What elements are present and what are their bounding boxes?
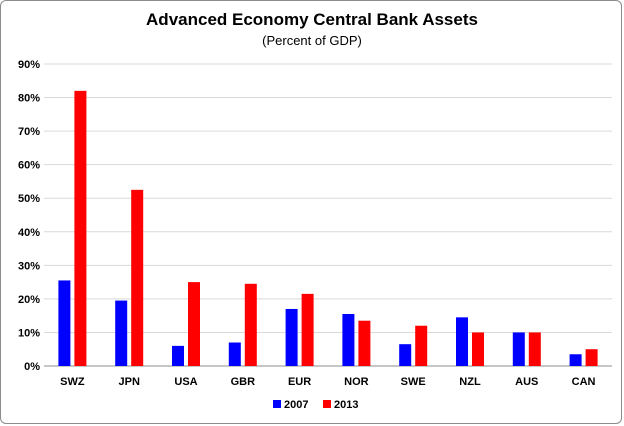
x-tick-label: NZL (459, 376, 481, 388)
legend: 2007 2013 (273, 399, 358, 411)
bar-2007-gbr (228, 342, 241, 366)
bar-2013-jpn (131, 189, 144, 366)
x-tick-label: SWZ (60, 376, 85, 388)
bar-2013-usa (188, 282, 200, 366)
y-tick-label: 30% (18, 260, 40, 272)
bar-2007-can (569, 354, 582, 366)
legend-swatch (273, 400, 281, 408)
legend-swatch (323, 400, 331, 408)
y-tick-label: 90% (18, 59, 40, 71)
x-tick-label: GBR (231, 376, 256, 388)
bar-2013-can (585, 349, 598, 366)
y-axis: 0% 10% 20% 30% 40% 50% 60% 70% 80% 90% (18, 59, 40, 373)
bar-2007-swe (399, 344, 412, 366)
chart-title: Advanced Economy Central Bank Assets (146, 10, 478, 29)
bar-2013-aus (528, 332, 541, 366)
y-tick-label: 20% (18, 294, 40, 306)
bar-2013-gbr (244, 283, 257, 366)
bar-2013-nzl (472, 332, 484, 366)
bar-2007-eur (285, 308, 298, 366)
x-tick-label: JPN (118, 376, 139, 388)
bar-2013-eur (301, 293, 314, 366)
chart-subtitle: (Percent of GDP) (262, 33, 362, 48)
bars (58, 90, 598, 366)
bar-2013-swz (74, 90, 87, 366)
legend-label: 2007 (284, 399, 308, 411)
bar-2007-nor (342, 313, 355, 366)
y-tick-label: 70% (18, 126, 40, 138)
bar-2013-swe (415, 325, 428, 366)
y-tick-label: 50% (18, 193, 40, 205)
x-tick-label: EUR (288, 376, 311, 388)
x-tick-label: CAN (572, 376, 596, 388)
bar-2007-swz (58, 280, 71, 366)
y-tick-label: 0% (24, 361, 40, 373)
bar-2007-aus (512, 332, 525, 366)
legend-label: 2013 (334, 399, 358, 411)
bar-2007-jpn (115, 300, 128, 366)
y-tick-label: 60% (18, 160, 40, 172)
x-tick-label: NOR (344, 376, 369, 388)
x-axis: SWZ JPN USA GBR EUR NOR SWE NZL AUS CAN (60, 376, 595, 388)
y-tick-label: 10% (18, 327, 40, 339)
x-tick-label: AUS (515, 376, 538, 388)
bar-2007-nzl (456, 317, 468, 366)
gridlines (44, 63, 612, 367)
y-tick-label: 40% (18, 227, 40, 239)
y-tick-label: 80% (18, 93, 40, 105)
bar-2013-nor (358, 320, 371, 366)
x-tick-label: USA (174, 376, 197, 388)
x-tick-label: SWE (401, 376, 426, 388)
bar-2007-usa (172, 345, 184, 366)
